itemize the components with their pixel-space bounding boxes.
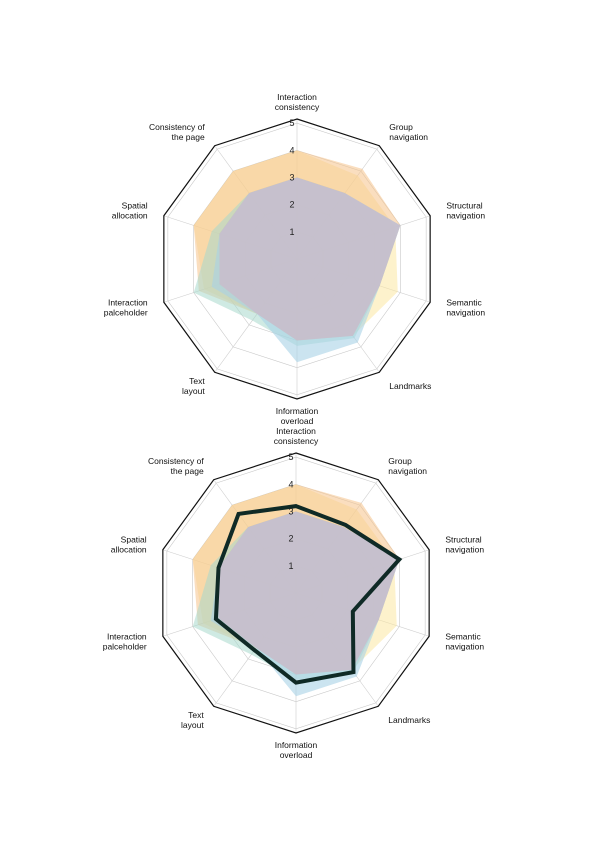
axis-label-line: consistency [274, 436, 319, 446]
axis-label-line: navigation [445, 642, 484, 652]
axis-label-line: Text [189, 376, 205, 386]
tick-label: 4 [289, 145, 294, 155]
axis-label: Text layout [181, 710, 204, 730]
tick-label: 1 [289, 227, 294, 237]
axis-label: Interaction palceholder [103, 632, 147, 652]
axis-label-line: overload [280, 750, 313, 760]
axis-label: Group navigation [389, 122, 428, 142]
axis-label: Spatial allocation [111, 534, 147, 554]
axis-label-line: Spatial [121, 534, 147, 544]
axis-label-line: allocation [111, 544, 147, 554]
axis-label-line: Interaction [107, 632, 147, 642]
axis-label-line: navigation [446, 210, 485, 220]
axis-label-line: Semantic [445, 632, 481, 642]
axis-label-line: the page [171, 466, 204, 476]
axis-label: Text layout [182, 376, 205, 396]
axis-label: Structural navigation [445, 534, 484, 554]
axis-label: Information overload [276, 406, 319, 426]
axis-label-line: allocation [112, 210, 148, 220]
axis-label-line: Interaction [276, 426, 316, 436]
axis-label-line: Information [276, 406, 319, 416]
tick-label: 3 [289, 173, 294, 183]
axis-label: Consistency of the page [149, 122, 205, 142]
tick-label: 2 [289, 200, 294, 210]
axis-label: Interaction palceholder [104, 298, 148, 318]
axis-label-line: Information [275, 740, 318, 750]
axis-label-line: Landmarks [388, 715, 430, 725]
axis-label: Consistency of the page [148, 456, 204, 476]
highlight-polygon [213, 504, 403, 685]
axis-label-line: Text [188, 710, 204, 720]
axis-label-line: Spatial [122, 200, 148, 210]
axis-label-line: palceholder [103, 642, 147, 652]
tick-label: 1 [288, 561, 293, 571]
axis-label-line: layout [181, 720, 204, 730]
tick-label: 3 [288, 507, 293, 517]
axis-label: Spatial allocation [112, 200, 148, 220]
axis-label: Semantic navigation [446, 298, 485, 318]
axis-label-line: consistency [275, 102, 320, 112]
axis-label: Structural navigation [446, 200, 485, 220]
axis-label: Landmarks [389, 381, 431, 391]
axis-label-line: navigation [446, 308, 485, 318]
axis-label-line: Semantic [446, 298, 482, 308]
outer-frame [163, 118, 431, 400]
axis-label: Interaction consistency [274, 426, 319, 446]
axis-label-line: navigation [389, 132, 428, 142]
axis-label: Landmarks [388, 715, 430, 725]
axis-label-line: Landmarks [389, 381, 431, 391]
tick-label: 2 [288, 534, 293, 544]
outer-frame [162, 452, 430, 734]
axis-label-line: Group [388, 456, 412, 466]
axis-label-line: Consistency of [148, 456, 204, 466]
axis-label-line: navigation [445, 544, 484, 554]
tick-label: 5 [288, 452, 293, 462]
axis-label-line: the page [172, 132, 205, 142]
tick-label: 5 [289, 118, 294, 128]
axis-label: Interaction consistency [275, 92, 320, 112]
axis-label: Semantic navigation [445, 632, 484, 652]
tick-label: 4 [288, 479, 293, 489]
axis-label-line: navigation [388, 466, 427, 476]
axis-label: Group navigation [388, 456, 427, 476]
axis-label-line: overload [281, 416, 314, 426]
axis-label-line: Interaction [277, 92, 317, 102]
axis-label-line: palceholder [104, 308, 148, 318]
axis-label-line: Interaction [108, 298, 148, 308]
axis-label-line: Structural [446, 200, 482, 210]
axis-label-line: layout [182, 386, 205, 396]
axis-label-line: Consistency of [149, 122, 205, 132]
axis-label-line: Group [389, 122, 413, 132]
series-polygon-4 [211, 177, 401, 363]
axis-label: Information overload [275, 740, 318, 760]
axis-label-line: Structural [445, 534, 481, 544]
series-polygon-5 [219, 177, 401, 341]
